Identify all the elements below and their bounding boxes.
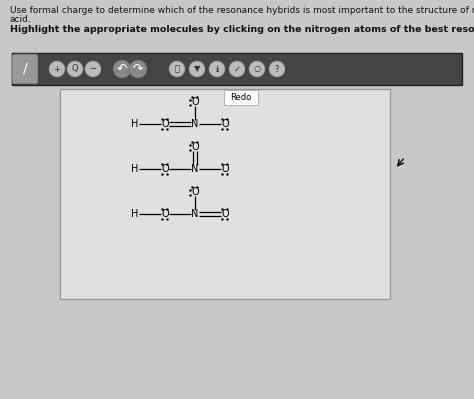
Text: −: − — [90, 65, 97, 73]
FancyBboxPatch shape — [224, 90, 258, 105]
Text: ▼: ▼ — [194, 65, 200, 73]
FancyBboxPatch shape — [12, 54, 38, 84]
Text: Redo: Redo — [230, 93, 252, 101]
Text: /: / — [23, 62, 27, 76]
Circle shape — [229, 61, 245, 77]
Circle shape — [169, 61, 185, 77]
Text: O: O — [161, 119, 169, 129]
Text: Q: Q — [72, 65, 78, 73]
Text: O: O — [191, 142, 199, 152]
Text: ↶: ↶ — [117, 63, 127, 75]
Text: H: H — [131, 209, 139, 219]
Text: H: H — [131, 119, 139, 129]
Text: N: N — [191, 119, 199, 129]
Text: ○: ○ — [254, 65, 261, 73]
Circle shape — [129, 60, 147, 78]
Circle shape — [269, 61, 285, 77]
Text: O: O — [221, 164, 229, 174]
Circle shape — [249, 61, 265, 77]
Circle shape — [113, 60, 131, 78]
Text: O: O — [221, 119, 229, 129]
Circle shape — [189, 61, 205, 77]
Text: O: O — [161, 164, 169, 174]
Text: O: O — [221, 209, 229, 219]
Text: O: O — [191, 187, 199, 197]
Text: ?: ? — [275, 65, 279, 73]
Text: Use formal charge to determine which of the resonance hybrids is most important : Use formal charge to determine which of … — [10, 6, 474, 15]
FancyBboxPatch shape — [60, 89, 390, 299]
Circle shape — [209, 61, 225, 77]
Text: Highlight the appropriate molecules by clicking on the nitrogen atoms of the bes: Highlight the appropriate molecules by c… — [10, 25, 474, 34]
Text: H: H — [131, 164, 139, 174]
Text: ✓: ✓ — [234, 65, 240, 73]
Text: O: O — [191, 97, 199, 107]
Text: N: N — [191, 209, 199, 219]
Text: N: N — [191, 164, 199, 174]
Circle shape — [49, 61, 65, 77]
Circle shape — [67, 61, 83, 77]
Text: ℹ: ℹ — [216, 65, 219, 73]
Text: acid.: acid. — [10, 15, 32, 24]
Text: ↷: ↷ — [133, 63, 143, 75]
Text: O: O — [161, 209, 169, 219]
Text: 📄: 📄 — [174, 65, 180, 73]
Circle shape — [85, 61, 101, 77]
Text: +: + — [54, 65, 61, 73]
FancyBboxPatch shape — [12, 53, 462, 85]
